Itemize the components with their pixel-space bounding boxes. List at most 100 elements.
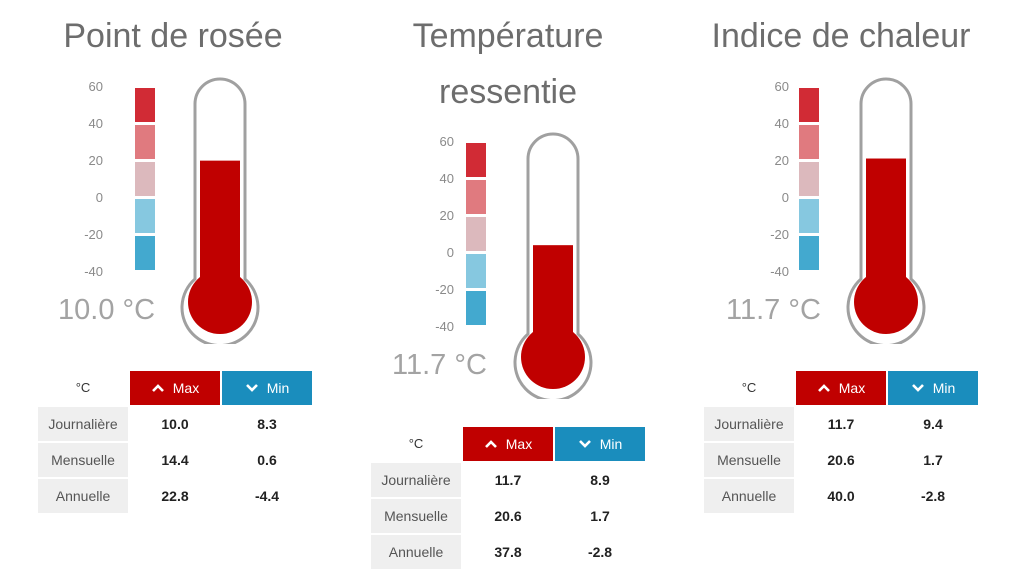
- scale-tick-label: -40: [84, 264, 103, 279]
- color-scale-bar: [466, 143, 486, 327]
- scale-tick-label: -20: [84, 227, 103, 242]
- color-scale-bar: [135, 88, 155, 272]
- scale-tick-label: 20: [88, 153, 103, 168]
- mercury-bulb: [521, 325, 585, 389]
- max-value: 20.6: [494, 508, 522, 524]
- scale-tick-label: 20: [774, 153, 789, 168]
- min-header: Min: [555, 427, 645, 461]
- min-header-label: Min: [599, 436, 623, 452]
- thermometer: [512, 131, 594, 399]
- row-label: Journalière: [371, 463, 461, 497]
- chevron-down-icon: [911, 383, 924, 392]
- chevron-up-icon: [817, 383, 830, 392]
- max-value: 22.8: [161, 488, 189, 504]
- min-header-label: Min: [932, 380, 956, 396]
- table-row: Annuelle 22.8 -4.4: [38, 479, 318, 513]
- color-scale-bar: [799, 88, 819, 272]
- min-value: 9.4: [923, 416, 943, 432]
- table-row: Journalière 11.7 9.4: [704, 407, 984, 441]
- dew-point-panel: Point de rosée 60 40 20 0 -20 -40 10.0 °…: [3, 0, 343, 574]
- stats-table: °C Max Min Journalière 11.7 8.9 Mensuell…: [371, 427, 651, 571]
- table-row: Journalière 10.0 8.3: [38, 407, 318, 441]
- temperature-scale: 60 40 20 0 -20 -40: [749, 80, 849, 280]
- scale-tick-label: 60: [439, 134, 454, 149]
- scale-segment: [466, 217, 486, 251]
- temperature-scale: 60 40 20 0 -20 -40: [63, 80, 163, 280]
- panel-title: Point de rosée: [63, 17, 283, 55]
- stats-table: °C Max Min Journalière 10.0 8.3 Mensuell…: [38, 371, 318, 515]
- unit-header: °C: [741, 380, 757, 395]
- scale-segment: [466, 254, 486, 288]
- row-label: Annuelle: [704, 479, 794, 513]
- scale-segment: [799, 125, 819, 159]
- chevron-up-icon: [484, 439, 497, 448]
- min-value: -4.4: [254, 488, 280, 504]
- min-value: -2.8: [587, 544, 613, 560]
- max-header-label: Max: [172, 380, 200, 396]
- min-value: 1.7: [923, 452, 943, 468]
- table-row: Mensuelle 14.4 0.6: [38, 443, 318, 477]
- current-temperature: 11.7 °C: [392, 349, 487, 381]
- min-value: 8.9: [590, 472, 610, 488]
- scale-tick-label: -20: [435, 282, 454, 297]
- table-row: Journalière 11.7 8.9: [371, 463, 651, 497]
- thermometer-graphic: [513, 132, 593, 399]
- scale-segment: [466, 180, 486, 214]
- table-row: Annuelle 40.0 -2.8: [704, 479, 984, 513]
- mercury-bulb: [854, 270, 918, 334]
- temperature-scale: 60 40 20 0 -20 -40: [414, 135, 514, 335]
- row-label: Mensuelle: [38, 443, 128, 477]
- scale-segment: [135, 125, 155, 159]
- min-header: Min: [888, 371, 978, 405]
- scale-segment: [799, 236, 819, 270]
- stats-table: °C Max Min Journalière 11.7 9.4 Mensuell…: [704, 371, 984, 515]
- row-label: Mensuelle: [704, 443, 794, 477]
- row-label: Mensuelle: [371, 499, 461, 533]
- min-value: 8.3: [257, 416, 277, 432]
- scale-segment: [799, 162, 819, 196]
- scale-tick-label: 0: [446, 245, 454, 260]
- max-value: 40.0: [827, 488, 855, 504]
- chevron-up-icon: [151, 383, 164, 392]
- table-row: Mensuelle 20.6 1.7: [704, 443, 984, 477]
- min-header-label: Min: [266, 380, 290, 396]
- unit-header: °C: [75, 380, 91, 395]
- heat-index-panel: Indice de chaleur 60 40 20 0 -20 -40 11.…: [671, 0, 1011, 574]
- max-header-label: Max: [505, 436, 533, 452]
- unit-header: °C: [408, 436, 424, 451]
- max-value: 37.8: [494, 544, 522, 560]
- max-header: Max: [130, 371, 220, 405]
- scale-segment: [466, 291, 486, 325]
- scale-tick-label: 40: [774, 116, 789, 131]
- thermometer: [179, 76, 261, 344]
- max-value: 10.0: [161, 416, 189, 432]
- scale-segment: [466, 143, 486, 177]
- max-header: Max: [796, 371, 886, 405]
- max-header-label: Max: [838, 380, 866, 396]
- thermometer: [845, 76, 927, 344]
- feels-like-panel: Température ressentie 60 40 20 0 -20 -40…: [338, 0, 678, 574]
- chevron-down-icon: [245, 383, 258, 392]
- max-value: 11.7: [494, 472, 522, 488]
- thermometer-graphic: [180, 77, 260, 344]
- row-label: Journalière: [38, 407, 128, 441]
- row-label: Annuelle: [371, 535, 461, 569]
- mercury-bulb: [188, 270, 252, 334]
- chevron-down-icon: [578, 439, 591, 448]
- table-row: Mensuelle 20.6 1.7: [371, 499, 651, 533]
- scale-segment: [799, 88, 819, 122]
- scale-tick-label: 40: [88, 116, 103, 131]
- min-value: 1.7: [590, 508, 610, 524]
- scale-tick-label: 0: [95, 190, 103, 205]
- current-temperature: 11.7 °C: [726, 294, 821, 326]
- scale-segment: [135, 162, 155, 196]
- scale-tick-label: 60: [88, 79, 103, 94]
- row-label: Journalière: [704, 407, 794, 441]
- scale-tick-label: -20: [770, 227, 789, 242]
- max-value: 11.7: [827, 416, 855, 432]
- scale-tick-label: 40: [439, 171, 454, 186]
- panel-title: Indice de chaleur: [711, 17, 971, 55]
- thermometer-graphic: [846, 77, 926, 344]
- scale-segment: [799, 199, 819, 233]
- current-temperature: 10.0 °C: [58, 294, 156, 326]
